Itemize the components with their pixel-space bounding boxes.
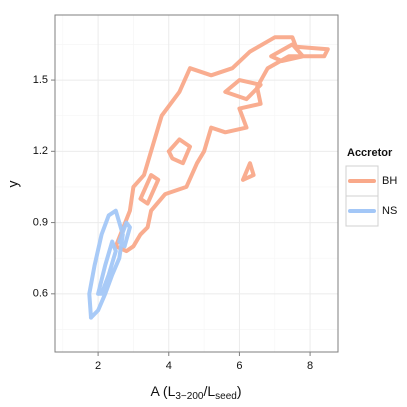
marks — [87, 35, 330, 320]
contour-line — [113, 35, 330, 254]
y-tick-label: 1.5 — [33, 74, 48, 86]
x-tick-label: 2 — [95, 360, 101, 372]
y-axis-title: y — [5, 181, 21, 188]
x-tick-label: 4 — [166, 360, 172, 372]
y-tick-label: 1.2 — [33, 145, 48, 157]
x-tick-label: 8 — [307, 360, 313, 372]
panel-border — [54, 14, 339, 353]
panel — [55, 15, 338, 352]
grid — [55, 15, 338, 352]
x-axis-title-subscript: 3−200 — [175, 391, 204, 402]
x-tick-label: 6 — [236, 360, 242, 372]
legend: BH NS — [345, 165, 397, 227]
legend-label: NS — [382, 205, 397, 217]
x-axis-title-part: ) — [237, 383, 242, 399]
x-axis-title-part: A (L — [150, 383, 175, 399]
x-axis-title-subscript: seed — [215, 391, 237, 402]
contour-line — [87, 208, 132, 320]
legend-title: Accretor — [347, 147, 393, 159]
y-tick-label: 0.9 — [33, 216, 48, 228]
x-axis-title: A (L3−200/Lseed) — [150, 383, 241, 402]
legend-label: BH — [382, 175, 397, 187]
y-tick-label: 0.6 — [33, 288, 48, 300]
x-axis-title-part: /L — [203, 383, 215, 399]
